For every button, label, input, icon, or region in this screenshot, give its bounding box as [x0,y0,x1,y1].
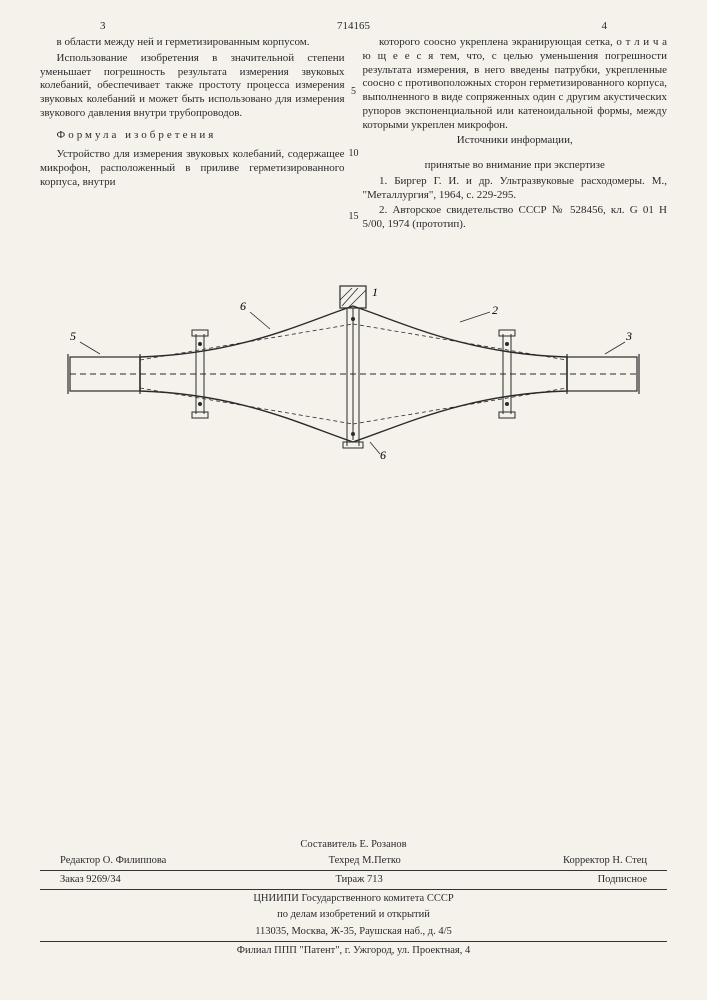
tirazh: Тираж 713 [335,873,382,887]
leader-6 [250,312,270,329]
leader-5 [80,342,100,354]
right-column: которого соосно укреплена экранирующая с… [363,36,668,234]
compiler: Составитель Е. Розанов [40,838,667,852]
col-num-left: 3 [100,20,106,32]
podpis: Подписное [598,873,647,887]
microphone-block [340,286,366,308]
line-marker-15: 15 [349,211,359,222]
source-1: 1. Биргер Г. И. и др. Ультразвуковые рас… [363,175,668,203]
source-2: 2. Авторское свидетельство СССР № 528456… [363,204,668,232]
org2: по делам изобретений и открытий [40,908,667,922]
line-marker-5: 5 [351,86,356,97]
left-p3: Устройство для измерения звуковых колеба… [40,148,345,189]
hatch3 [340,288,352,300]
sources-title-1: Источники информации, [363,134,668,148]
screen-bot-right [353,388,567,424]
line-marker-10: 10 [349,148,359,159]
col-num-right: 4 [602,20,608,32]
hatch1 [342,288,358,306]
drawing-svg: 1 2 3 5 6 6 [40,264,667,484]
sources-title-2: принятые во внимание при экспертизе [363,159,668,173]
org1: ЦНИИПИ Государственного комитета СССР [40,892,667,906]
corrector: Корректор Н. Стец [563,854,647,868]
right-p1: которого соосно укреплена экранирующая с… [363,36,668,132]
left-column: в области между ней и герметизированным … [40,36,345,234]
screen-top-right [353,324,567,360]
technical-drawing: 1 2 3 5 6 6 [40,264,667,484]
editor: Редактор О. Филиппова [60,854,166,868]
label-1: 1 [372,285,378,299]
footer-order: Заказ 9269/34 Тираж 713 Подписное [40,873,667,890]
footer-rule [40,941,667,942]
left-p1: в области между ней и герметизированным … [40,36,345,50]
leader-3 [605,342,625,354]
filial: Филиал ППП "Патент", г. Ужгород, ул. Про… [40,944,667,958]
left-p2: Использование изобретения в значительной… [40,52,345,121]
footer-credits: Редактор О. Филиппова Техред М.Петко Кор… [40,854,667,871]
text-columns: в области между ней и герметизированным … [40,36,667,234]
label-5: 5 [70,329,76,343]
order: Заказ 9269/34 [60,873,121,887]
label-3: 3 [625,329,632,343]
page-header: 3 714165 4 [100,20,607,32]
patent-page: 3 714165 4 в области между ней и гермети… [0,0,707,1000]
label-6b: 6 [380,448,386,462]
addr: 113035, Москва, Ж-35, Раушская наб., д. … [40,925,667,939]
techred: Техред М.Петко [329,854,401,868]
leader-6b [370,442,380,454]
label-2: 2 [492,303,498,317]
hatch2 [348,290,366,308]
leader-2 [460,312,490,322]
formula-title: Формула изобретения [40,129,345,143]
patent-number: 714165 [337,20,370,32]
label-6: 6 [240,299,246,313]
footer: Составитель Е. Розанов Редактор О. Филип… [40,838,667,960]
